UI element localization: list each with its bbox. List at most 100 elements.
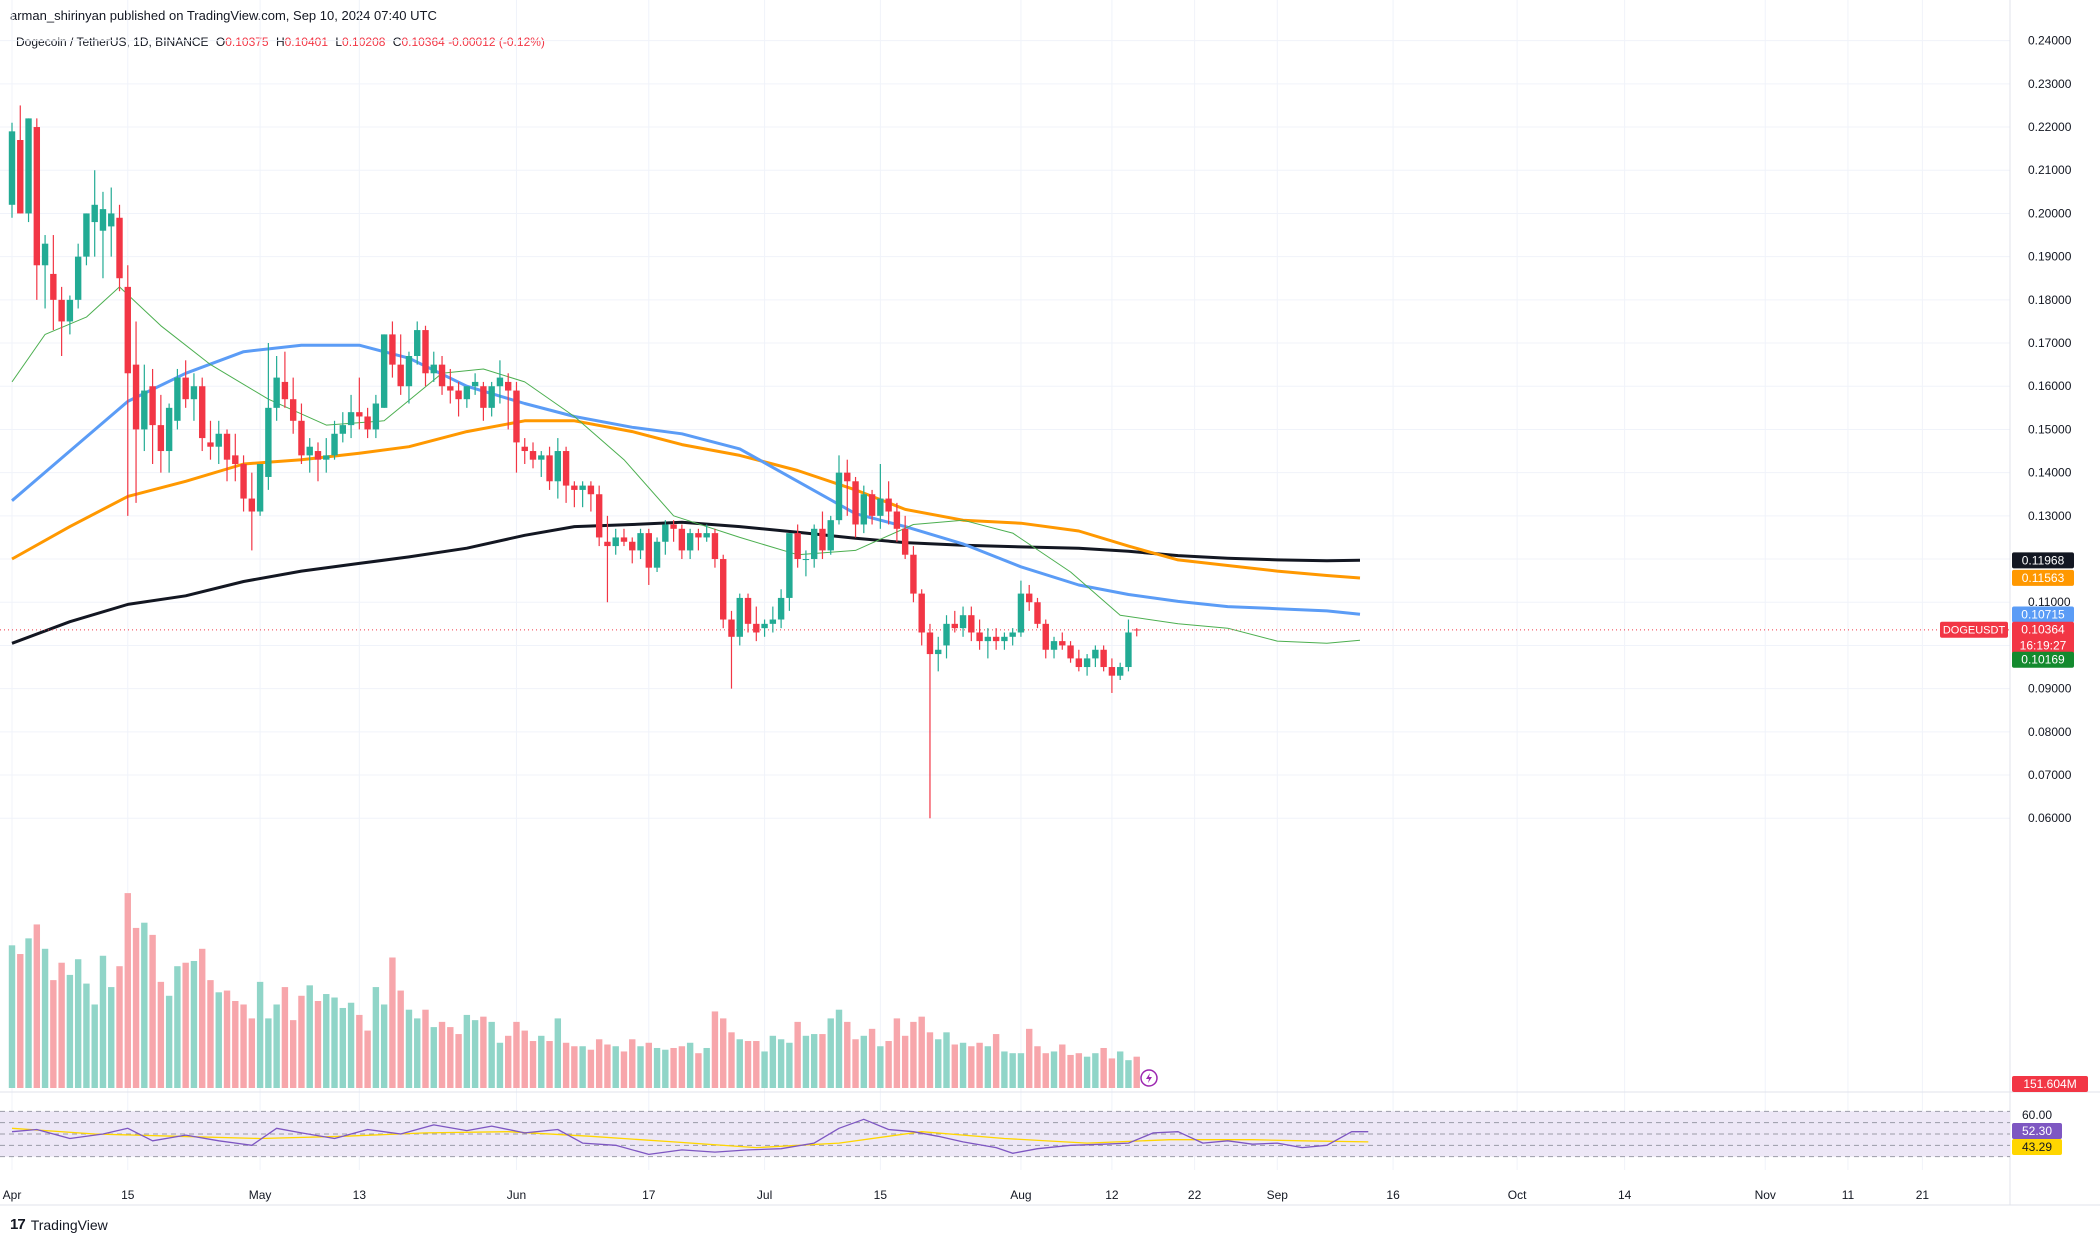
volume-bar xyxy=(579,1046,586,1088)
lightning-bolt xyxy=(1145,1073,1152,1083)
price-tick-label: 0.20000 xyxy=(2028,206,2072,220)
time-tick-label: 22 xyxy=(1188,1188,1202,1202)
volume-bar xyxy=(405,1009,413,1088)
time-tick-label: Apr xyxy=(3,1188,22,1202)
symbol-name[interactable]: Dogecoin / TetherUS, 1D, BINANCE xyxy=(16,35,209,49)
candle-body xyxy=(703,533,710,538)
candle-body xyxy=(653,541,661,568)
volume-bar xyxy=(711,1011,719,1088)
volume-bar xyxy=(141,922,148,1088)
time-tick-label: Jun xyxy=(507,1188,526,1202)
volume-bar xyxy=(488,1021,495,1088)
volume-bar xyxy=(157,981,165,1088)
candle-body xyxy=(926,632,934,655)
candle-body xyxy=(471,381,479,387)
close-label: C xyxy=(392,35,402,49)
candle-body xyxy=(1092,649,1099,659)
volume-bar xyxy=(182,962,189,1088)
time-tick-label: 14 xyxy=(1618,1188,1632,1202)
volume-bar xyxy=(595,1039,603,1088)
candle-body xyxy=(505,381,512,391)
candle-body xyxy=(744,597,752,624)
volume-tag xyxy=(2012,1076,2088,1092)
volume-bar xyxy=(438,1021,446,1088)
volume-bar xyxy=(521,1030,528,1088)
candle-body xyxy=(190,386,198,400)
volume-bar xyxy=(108,987,115,1088)
volume-bar xyxy=(612,1046,619,1088)
volume-bar xyxy=(190,960,198,1088)
volume-bar xyxy=(380,1004,388,1088)
candle-body xyxy=(802,559,810,561)
time-tick-label: 16 xyxy=(1386,1188,1400,1202)
candle-body xyxy=(885,498,892,512)
volume-bar xyxy=(248,1018,256,1088)
volume-bar xyxy=(132,927,140,1088)
candle-body xyxy=(1059,641,1066,646)
close-value: 0.10364 xyxy=(401,35,445,49)
volume-bar xyxy=(41,948,49,1088)
volume-bar xyxy=(695,1053,702,1088)
time-tick-label: 15 xyxy=(874,1188,888,1202)
price-tick-label: 0.23000 xyxy=(2028,77,2072,91)
candle-body xyxy=(116,217,123,279)
candle-body xyxy=(25,118,32,214)
volume-bar xyxy=(860,1035,868,1088)
volume-bar xyxy=(364,1030,371,1088)
volume-bar xyxy=(1083,1056,1091,1088)
candle-body xyxy=(405,356,413,387)
symbol-tag xyxy=(1940,621,2008,638)
candle-body xyxy=(736,597,743,637)
volume-bar xyxy=(389,957,396,1088)
volume-bar xyxy=(289,1020,297,1088)
price-tick-label: 0.17000 xyxy=(2028,336,2072,350)
candle-body xyxy=(810,528,818,560)
volume-bar xyxy=(802,1035,810,1088)
candle-body xyxy=(480,386,487,408)
rsi-tag-value: 43.29 xyxy=(2022,1140,2052,1154)
price-tag-value: 0.11563 xyxy=(2022,571,2065,585)
volume-bar xyxy=(769,1035,777,1088)
candle-body xyxy=(1017,593,1025,633)
volume-bar xyxy=(1100,1047,1107,1088)
ma-orange-line xyxy=(11,419,1361,580)
candle-body xyxy=(786,533,793,598)
volume-bar xyxy=(1017,1053,1025,1088)
volume-bar xyxy=(331,997,338,1088)
time-tick-label: 17 xyxy=(642,1188,656,1202)
candle-body xyxy=(835,472,843,521)
volume-bar xyxy=(273,1004,280,1088)
volume-bar xyxy=(1125,1060,1132,1088)
tradingview-logo[interactable]: 17 TradingView xyxy=(10,1216,108,1233)
candle-body xyxy=(686,533,694,551)
candle-body xyxy=(58,299,65,322)
rsi-line xyxy=(11,1118,1369,1156)
volume-bar xyxy=(976,1042,983,1088)
volume-bar xyxy=(620,1051,628,1088)
volume-bar xyxy=(298,995,305,1088)
time-tick-label: Sep xyxy=(1267,1188,1289,1202)
candle-body xyxy=(223,433,231,460)
price-tick-label: 0.22000 xyxy=(2028,120,2072,134)
candle-body xyxy=(207,442,214,447)
volume-bar xyxy=(58,962,65,1088)
candle-body xyxy=(935,649,942,655)
candle-body xyxy=(521,446,528,452)
candle-body xyxy=(455,390,462,400)
volume-bar xyxy=(1001,1051,1008,1088)
price-tag-value: 0.10364 xyxy=(2021,623,2065,637)
volume-bar xyxy=(1059,1044,1066,1088)
volume-bar xyxy=(736,1039,743,1088)
candle-body xyxy=(951,623,958,629)
volume-bar xyxy=(728,1032,735,1088)
candle-body xyxy=(182,377,189,400)
candle-body xyxy=(1125,632,1132,668)
rsi-tag xyxy=(2012,1139,2062,1155)
chart-grid xyxy=(0,0,2100,1206)
volume-bar xyxy=(1108,1058,1116,1088)
candle-body xyxy=(860,494,868,525)
candle-body xyxy=(1009,632,1016,637)
candle-body xyxy=(331,433,338,456)
volume-bar xyxy=(91,1004,98,1088)
